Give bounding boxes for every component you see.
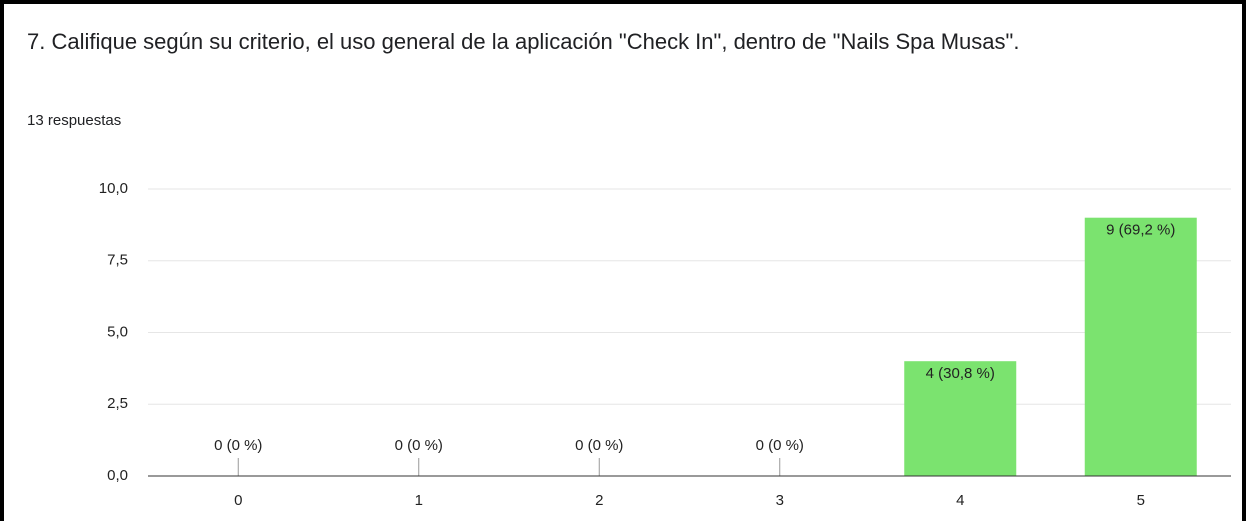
y-tick-label: 5,0 — [107, 323, 128, 340]
value-label: 9 (69,2 %) — [1106, 222, 1175, 239]
chart-subtitle: 13 respuestas — [27, 112, 122, 129]
x-tick-label: 0 — [234, 492, 242, 509]
bar — [904, 361, 1017, 476]
y-tick-label: 2,5 — [107, 395, 128, 412]
value-label: 0 (0 %) — [214, 437, 262, 454]
value-label: 4 (30,8 %) — [926, 365, 995, 382]
x-tick-label: 2 — [595, 492, 603, 509]
x-tick-label: 3 — [776, 492, 784, 509]
value-label: 0 (0 %) — [395, 437, 443, 454]
bar — [1084, 217, 1197, 476]
y-tick-label: 10,0 — [99, 180, 128, 197]
x-tick-label: 4 — [956, 492, 964, 509]
x-tick-label: 5 — [1137, 492, 1145, 509]
y-tick-label: 7,5 — [107, 252, 128, 269]
chart-title: 7. Califique según su criterio, el uso g… — [27, 29, 1020, 54]
y-tick-label: 0,0 — [107, 467, 128, 484]
value-label: 0 (0 %) — [575, 437, 623, 454]
x-tick-label: 1 — [415, 492, 423, 509]
value-label: 0 (0 %) — [756, 437, 804, 454]
